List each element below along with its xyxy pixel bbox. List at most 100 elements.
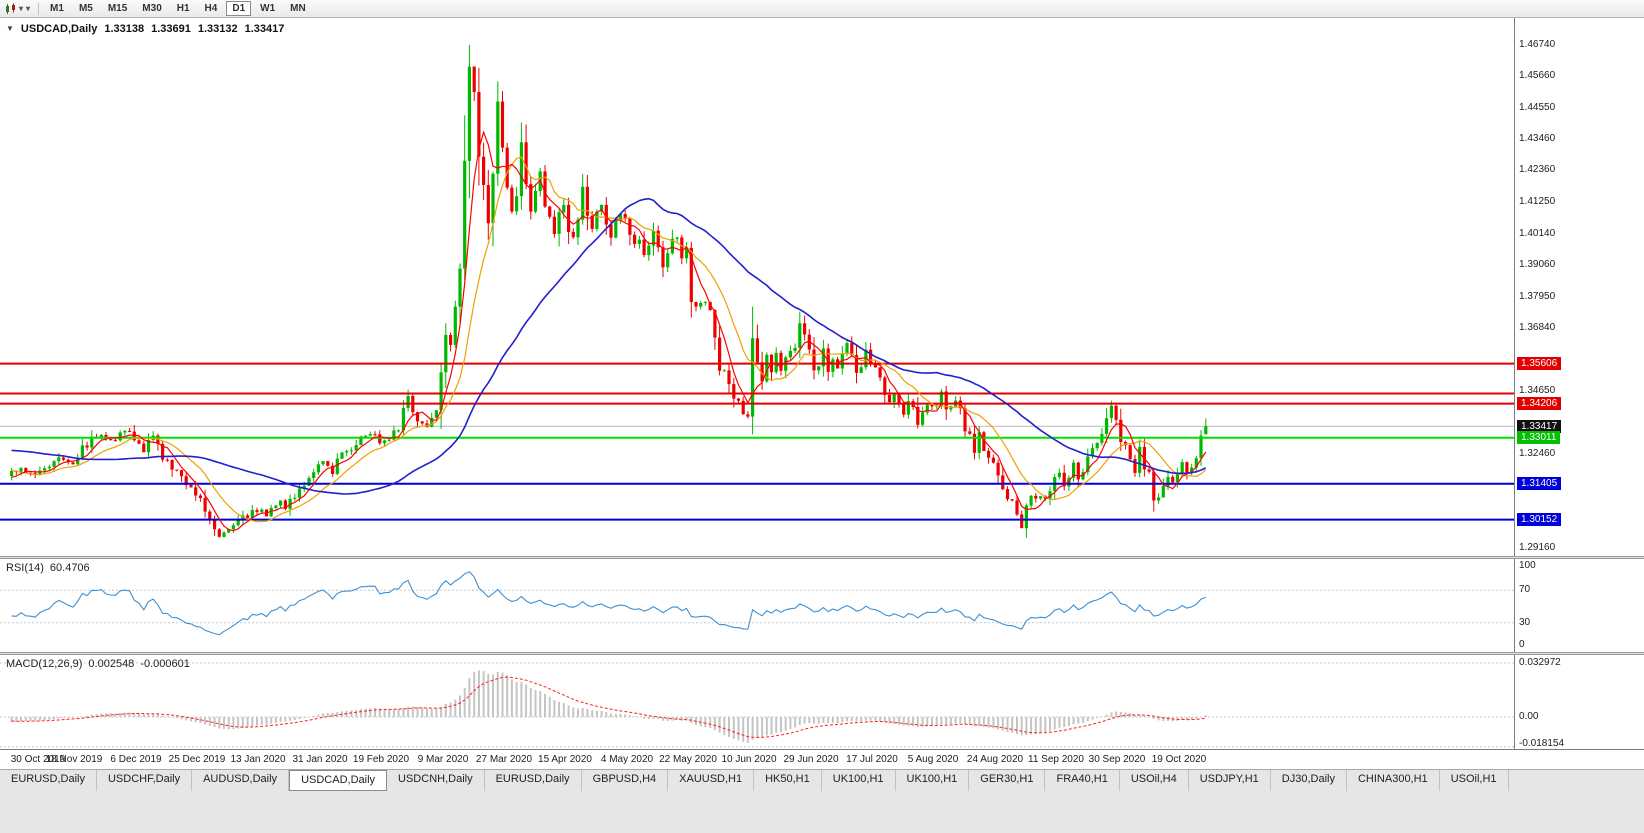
chart-tab-audusd-daily[interactable]: AUDUSD,Daily <box>192 770 290 791</box>
chart-type-icon[interactable] <box>4 3 18 15</box>
rsi-axis-label: 70 <box>1519 584 1531 595</box>
current-price-badge: 1.33417 <box>1517 420 1562 433</box>
timeframe-button-m15[interactable]: M15 <box>107 3 128 14</box>
date-axis[interactable]: 30 Oct 2019 18 Nov 2019 6 Dec 2019 25 Dec 2… <box>0 749 1644 769</box>
rsi-label: RSI(14) 60.4706 <box>6 562 90 574</box>
rsi-axis-label: 30 <box>1519 617 1531 628</box>
timeframe-button-m30[interactable]: M30 <box>142 3 162 14</box>
timeframe-button-m5[interactable]: M5 <box>78 3 93 14</box>
price-axis[interactable]: 1.46740 1.45660 1.44550 1.43460 1.42360 1.412… <box>1514 18 1644 556</box>
chart-tab-usoil-h4[interactable]: USOil,H4 <box>1120 770 1189 791</box>
date-axis-label: 19 Feb 2020 <box>352 754 410 765</box>
price-axis-label: 1.39060 <box>1519 259 1556 270</box>
chart-tab-china300-h1[interactable]: CHINA300,H1 <box>1347 770 1440 791</box>
date-axis-label: 19 Oct 2020 <box>1151 754 1207 765</box>
macd-indicator-pane[interactable]: 0.032972 0.00 -0.018154 MACD(12,26,9) 0.00… <box>0 655 1644 749</box>
price-axis-label: 1.29160 <box>1519 542 1556 553</box>
rsi-axis-label: 0 <box>1519 639 1525 650</box>
window-background <box>0 791 1644 833</box>
chart-tab-eurusd-daily[interactable]: EURUSD,Daily <box>0 770 97 791</box>
date-axis-label: 30 Sep 2020 <box>1088 754 1146 765</box>
rsi-indicator-pane[interactable]: 100 70 30 0 RSI(14) 60.4706 <box>0 559 1644 652</box>
price-axis-label: 1.46740 <box>1519 39 1556 50</box>
hline-price-badge: 1.30152 <box>1517 513 1562 526</box>
macd-label: MACD(12,26,9) 0.002548 -0.000601 <box>6 658 190 670</box>
rsi-plot[interactable] <box>0 559 1514 657</box>
timeframe-button-h4[interactable]: H4 <box>204 3 218 14</box>
main-toolbar: ▾ ▾ M1 M5 M15 M30 H1 H4 D1 W1 MN <box>0 0 1644 18</box>
rsi-axis-label: 100 <box>1519 560 1536 571</box>
date-axis-label: 17 Jul 2020 <box>846 754 898 765</box>
price-axis-label: 1.40140 <box>1519 228 1556 239</box>
price-axis-label: 1.41250 <box>1519 196 1556 207</box>
date-axis-label: 27 Mar 2020 <box>475 754 533 765</box>
toolbar-dropdown-caret-icon[interactable]: ▾ <box>26 4 31 13</box>
date-axis-label: 15 Apr 2020 <box>538 754 592 765</box>
price-axis-label: 1.37950 <box>1519 291 1556 302</box>
chart-tab-gbpusd-h4[interactable]: GBPUSD,H4 <box>582 770 669 791</box>
chart-tab-xauusd-h1[interactable]: XAUUSD,H1 <box>668 770 755 791</box>
chart-tab-dj30-daily[interactable]: DJ30,Daily <box>1271 770 1347 791</box>
price-axis-label: 1.34650 <box>1519 385 1556 396</box>
symbol-period-label: USDCAD,Daily <box>20 23 98 35</box>
chart-title: ▼ USDCAD,Daily 1.33138 1.33691 1.33132 1… <box>6 23 284 35</box>
price-axis-label: 1.36840 <box>1519 322 1556 333</box>
macd-name: MACD(12,26,9) <box>6 658 83 670</box>
hline-price-badge: 1.35606 <box>1517 357 1562 370</box>
date-axis-label: 6 Dec 2019 <box>110 754 162 765</box>
timeframe-button-group: M1 M5 M15 M30 H1 H4 D1 W1 MN <box>44 1 312 16</box>
chart-tab-ger30-h1[interactable]: GER30,H1 <box>969 770 1046 791</box>
ohlc-low: 1.33132 <box>197 23 238 35</box>
chart-tab-hk50-h1[interactable]: HK50,H1 <box>754 770 822 791</box>
chart-tab-usdjpy-h1[interactable]: USDJPY,H1 <box>1189 770 1271 791</box>
chart-type-caret-icon[interactable]: ▾ <box>19 4 24 13</box>
chart-tab-uk100-h1[interactable]: UK100,H1 <box>822 770 896 791</box>
date-axis-label: 13 Jan 2020 <box>230 754 286 765</box>
price-axis-label: 1.45660 <box>1519 70 1556 81</box>
chart-tab-usdcnh-daily[interactable]: USDCNH,Daily <box>387 770 485 791</box>
macd-axis-label: 0.032972 <box>1519 657 1561 668</box>
timeframe-button-d1[interactable]: D1 <box>226 1 252 16</box>
timeframe-button-w1[interactable]: W1 <box>260 3 276 14</box>
macd-axis-label: -0.018154 <box>1519 738 1565 749</box>
price-axis-label: 1.42360 <box>1519 164 1556 175</box>
price-chart-pane[interactable]: 1.46740 1.45660 1.44550 1.43460 1.42360 1.412… <box>0 18 1644 556</box>
macd-plot[interactable] <box>0 655 1514 754</box>
chart-tab-eurusd-daily[interactable]: EURUSD,Daily <box>485 770 582 791</box>
date-axis-label: 4 May 2020 <box>600 754 654 765</box>
pane-separator[interactable] <box>0 652 1644 655</box>
rsi-axis[interactable]: 100 70 30 0 <box>1514 559 1644 652</box>
hline-price-badge: 1.34206 <box>1517 397 1562 410</box>
date-axis-label: 11 Sep 2020 <box>1028 754 1084 765</box>
ohlc-open: 1.33138 <box>104 23 145 35</box>
pane-separator[interactable] <box>0 556 1644 559</box>
chart-tab-fra40-h1[interactable]: FRA40,H1 <box>1045 770 1120 791</box>
date-axis-label: 24 Aug 2020 <box>966 754 1024 765</box>
ohlc-high: 1.33691 <box>151 23 191 35</box>
macd-signal-value: -0.000601 <box>140 658 190 670</box>
hline-price-badge: 1.33011 <box>1517 431 1561 444</box>
price-plot[interactable] <box>0 18 1514 561</box>
price-axis-label: 1.44550 <box>1519 102 1556 113</box>
chart-tab-uk100-h1[interactable]: UK100,H1 <box>896 770 970 791</box>
date-axis-label: 29 Jun 2020 <box>783 754 839 765</box>
macd-main-value: 0.002548 <box>88 658 135 670</box>
macd-axis-label: 0.00 <box>1519 711 1539 722</box>
timeframe-button-mn[interactable]: MN <box>290 3 306 14</box>
price-axis-label: 1.43460 <box>1519 133 1556 144</box>
chart-tab-usoil-h1[interactable]: USOil,H1 <box>1440 770 1509 791</box>
date-axis-label: 31 Jan 2020 <box>292 754 348 765</box>
ohlc-close: 1.33417 <box>244 23 285 35</box>
macd-axis[interactable]: 0.032972 0.00 -0.018154 <box>1514 655 1644 749</box>
rsi-name: RSI(14) <box>6 562 44 574</box>
collapse-pane-icon[interactable]: ▼ <box>6 24 14 33</box>
timeframe-button-m1[interactable]: M1 <box>50 3 64 14</box>
chart-tab-usdcad-daily[interactable]: USDCAD,Daily <box>289 770 388 791</box>
chart-tab-usdchf-daily[interactable]: USDCHF,Daily <box>97 770 193 791</box>
date-axis-label: 10 Jun 2020 <box>721 754 777 765</box>
date-axis-label: 5 Aug 2020 <box>907 754 959 765</box>
price-axis-label: 1.32460 <box>1519 448 1556 459</box>
date-axis-label: 9 Mar 2020 <box>417 754 469 765</box>
timeframe-button-h1[interactable]: H1 <box>176 3 190 14</box>
